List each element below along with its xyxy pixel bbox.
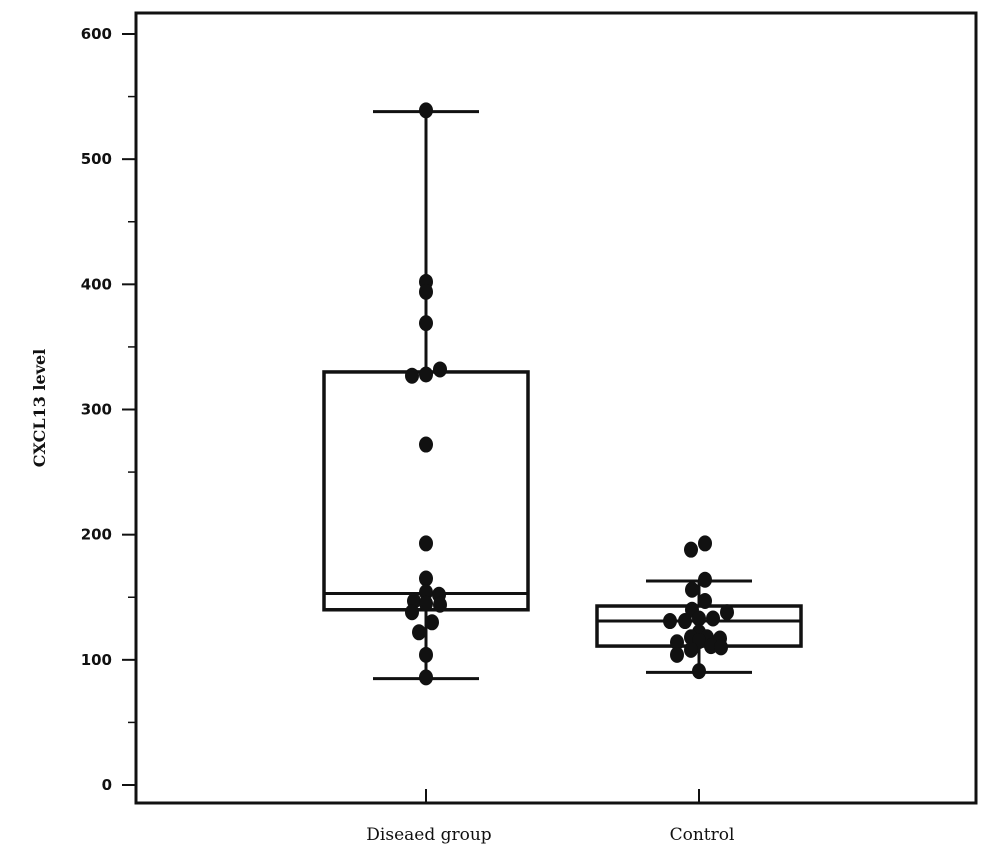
y-tick-label: 200: [81, 526, 112, 544]
plot-frame: [134, 11, 978, 805]
y-tick-label: 400: [81, 275, 112, 293]
data-point: [706, 610, 720, 627]
boxes: [322, 110, 803, 681]
data-point: [419, 102, 433, 119]
data-point: [698, 535, 712, 552]
y-tick-label: 100: [81, 651, 112, 669]
data-point: [425, 614, 439, 631]
data-point: [419, 570, 433, 587]
data-point: [412, 624, 426, 641]
y-axis: 0 100 200 300 400 500 600: [81, 25, 136, 794]
data-point: [698, 593, 712, 610]
data-point: [670, 646, 684, 663]
data-point: [419, 669, 433, 686]
x-category-label: Control: [670, 825, 735, 845]
data-point: [692, 610, 706, 627]
data-point: [419, 283, 433, 300]
data-point: [405, 604, 419, 621]
data-point: [720, 604, 734, 621]
x-category-label: Diseaed group: [366, 825, 492, 845]
y-axis-title: CXCL13 level: [30, 349, 49, 468]
data-point: [419, 595, 433, 612]
data-point: [684, 641, 698, 658]
data-point: [419, 646, 433, 663]
data-point: [684, 541, 698, 558]
data-points: [405, 102, 734, 686]
data-point: [698, 571, 712, 588]
data-point: [678, 613, 692, 630]
y-tick-label: 500: [81, 150, 112, 168]
data-point: [419, 315, 433, 332]
y-tick-label: 0: [102, 776, 112, 794]
data-point: [433, 361, 447, 378]
y-tick-label: 300: [81, 401, 112, 419]
data-point: [714, 639, 728, 656]
y-tick-label: 600: [81, 25, 112, 43]
data-point: [419, 366, 433, 383]
data-point: [670, 634, 684, 651]
data-point: [433, 596, 447, 613]
data-point: [685, 581, 699, 598]
data-point: [663, 613, 677, 630]
x-axis: Diseaed group Control: [366, 789, 734, 845]
data-point: [419, 436, 433, 453]
data-point: [419, 535, 433, 552]
data-point: [692, 663, 706, 680]
data-point: [405, 367, 419, 384]
data-point: [419, 584, 433, 601]
